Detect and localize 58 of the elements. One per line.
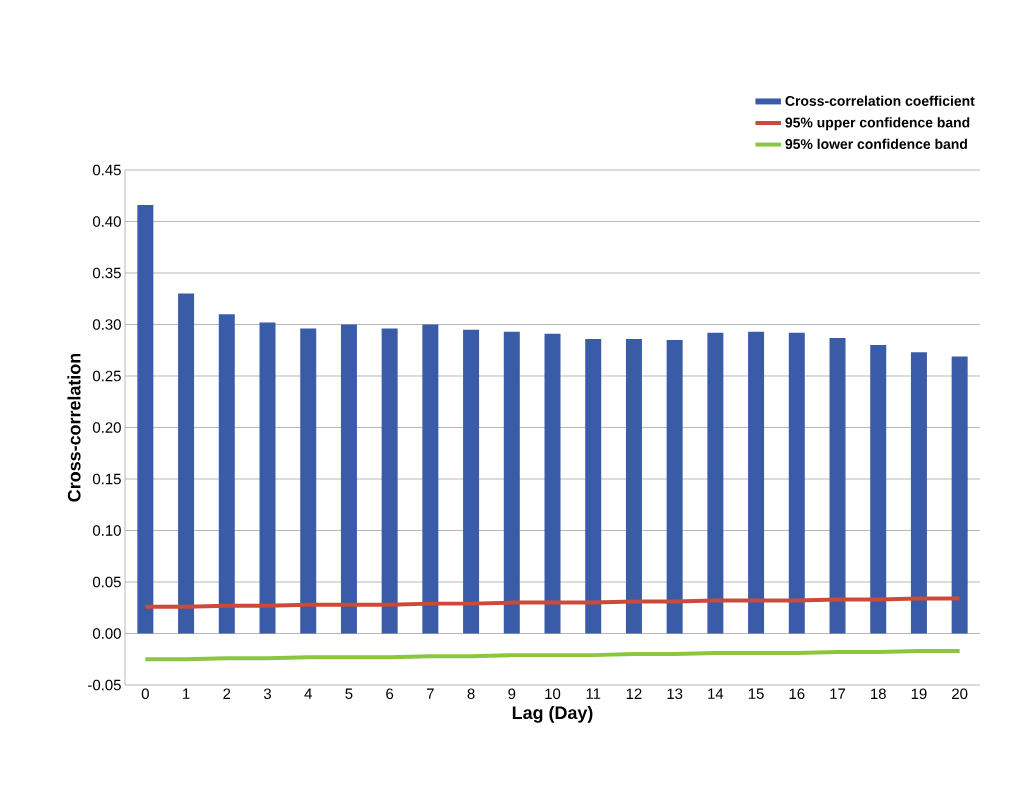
x-tick-label: 13: [667, 688, 683, 700]
bar: [788, 332, 805, 634]
x-tick-label: 7: [426, 688, 434, 699]
bar: [137, 205, 154, 634]
bar: [870, 345, 887, 634]
y-tick-label: 0.05: [92, 576, 121, 588]
x-tick-label: 8: [467, 688, 475, 700]
bar: [218, 314, 235, 634]
y-tick-label: 0.25: [92, 370, 121, 382]
x-tick-label: 3: [263, 688, 271, 700]
y-tick-label: 0.30: [92, 319, 121, 330]
y-tick-label: 0.15: [92, 473, 121, 485]
y-tick-label: 0.40: [92, 216, 121, 227]
x-tick-label: 14: [708, 688, 724, 699]
bar: [300, 328, 317, 634]
legend-label: 95% lower confidence band: [785, 138, 967, 150]
bar: [178, 293, 195, 634]
x-tick-label: 4: [304, 688, 312, 699]
y-tick-label: 0.00: [92, 628, 121, 639]
x-tick-label: 12: [626, 688, 642, 699]
bar: [951, 356, 968, 634]
bar: [463, 329, 480, 634]
x-tick-label: 0: [141, 688, 149, 700]
x-tick-label: 15: [748, 688, 764, 699]
x-axis-title: Lag (Day): [512, 705, 593, 723]
bar: [585, 338, 602, 634]
y-tick-label: -0.05: [88, 679, 121, 691]
bar: [422, 324, 439, 634]
y-axis-title: Cross-correlation: [67, 353, 81, 502]
bar: [544, 333, 561, 634]
x-tick-label: 11: [586, 688, 601, 699]
x-tick-label: 10: [545, 688, 561, 700]
bar: [625, 338, 642, 634]
bar: [748, 331, 765, 634]
x-tick-label: 19: [911, 688, 927, 700]
x-tick-label: 18: [871, 688, 886, 700]
bar: [503, 331, 520, 634]
bar: [829, 337, 846, 634]
bar: [910, 352, 927, 634]
y-tick-label: 0.20: [92, 422, 121, 433]
y-tick-label: 0.35: [92, 267, 121, 279]
x-tick-label: 17: [830, 688, 846, 699]
legend-label: 95% upper confidence band: [785, 117, 970, 131]
x-tick-label: 1: [183, 688, 190, 699]
y-tick-label: 0.45: [92, 164, 121, 176]
x-tick-label: 20: [952, 688, 968, 700]
bar: [666, 339, 683, 634]
legend-label: Cross-correlation coefficient: [785, 95, 975, 106]
bar: [340, 324, 357, 634]
x-tick-label: 2: [223, 688, 231, 699]
x-tick-label: 16: [789, 688, 805, 700]
x-tick-label: 6: [386, 688, 394, 700]
y-tick-label: 0.10: [92, 525, 121, 536]
x-tick-label: 9: [508, 688, 516, 700]
bar: [259, 322, 276, 634]
bar: [381, 328, 398, 634]
x-tick-label: 5: [345, 688, 353, 699]
bar: [707, 332, 724, 634]
